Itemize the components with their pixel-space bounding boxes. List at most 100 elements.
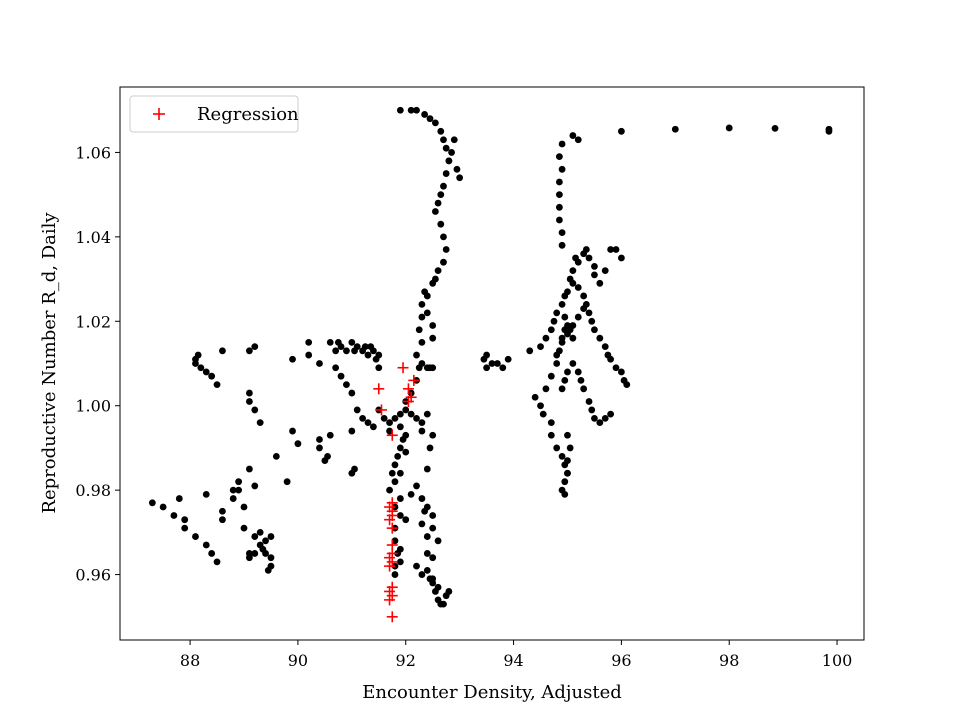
regression-point [386, 429, 398, 441]
y-tick-label: 0.98 [75, 481, 111, 500]
data-point [596, 419, 604, 426]
x-axis-label: Encounter Density, Adjusted [362, 682, 622, 703]
data-point [429, 575, 437, 583]
data-point [202, 368, 210, 376]
data-point [569, 267, 577, 275]
data-point [245, 554, 253, 562]
data-point [396, 469, 404, 477]
data-point [418, 427, 426, 435]
data-point [577, 376, 585, 384]
regression-point [402, 383, 414, 395]
data-point [437, 220, 445, 228]
data-point [445, 588, 453, 595]
data-point [305, 351, 313, 359]
data-point [219, 516, 226, 524]
data-point [617, 127, 625, 135]
data-point [561, 478, 569, 486]
data-point [413, 106, 420, 114]
legend-marker-regression [153, 108, 165, 120]
data-point [580, 385, 588, 393]
data-point [251, 343, 259, 351]
data-point [175, 495, 183, 502]
data-point [423, 465, 431, 473]
data-point [264, 566, 272, 574]
data-point [429, 364, 437, 372]
data-point [369, 347, 377, 355]
data-point [547, 326, 555, 334]
data-point [601, 267, 609, 275]
data-point [542, 334, 550, 342]
data-point [386, 427, 393, 435]
data-point [423, 292, 431, 300]
data-point [585, 398, 593, 405]
data-point [305, 338, 313, 346]
data-point [539, 410, 547, 418]
regression-point [408, 374, 420, 386]
data-point [555, 203, 563, 211]
regression-point [375, 404, 387, 416]
data-point [771, 124, 779, 132]
data-point [337, 343, 345, 351]
plot-frame [119, 86, 865, 641]
data-point [245, 398, 253, 405]
data-point [558, 241, 566, 249]
data-point [569, 322, 577, 329]
data-point [391, 461, 399, 469]
data-point [418, 301, 426, 308]
data-point [558, 229, 566, 237]
data-point [159, 503, 167, 511]
data-point [192, 533, 199, 540]
data-point [537, 402, 544, 410]
data-point [553, 351, 561, 359]
data-point [208, 550, 216, 557]
data-point [431, 119, 439, 127]
data-point [332, 347, 340, 355]
data-point [596, 279, 604, 287]
data-point [825, 125, 833, 133]
data-point [407, 106, 415, 114]
data-point [431, 208, 439, 215]
data-point [364, 351, 372, 359]
data-point [585, 309, 593, 317]
data-point [483, 364, 491, 372]
data-point [442, 144, 450, 152]
data-point [396, 495, 404, 502]
y-axis-label: Reproductive Number R_d, Daily [39, 212, 60, 514]
data-point [353, 406, 361, 414]
data-point [437, 191, 445, 199]
data-point [612, 246, 620, 253]
data-point [337, 372, 345, 380]
data-point [148, 499, 156, 507]
data-point [197, 364, 205, 372]
data-point [601, 414, 609, 422]
data-point [558, 165, 566, 173]
data-point [213, 381, 221, 389]
data-point [574, 313, 582, 321]
data-point [580, 292, 588, 300]
data-point [558, 140, 566, 148]
data-point [440, 182, 447, 190]
data-point [585, 254, 593, 262]
data-point [561, 313, 569, 321]
data-point [289, 427, 296, 435]
data-point [375, 351, 383, 359]
data-point [391, 414, 399, 422]
data-point [213, 558, 221, 566]
data-point [564, 469, 571, 477]
data-point [561, 376, 569, 384]
data-point [607, 246, 615, 253]
regression-point [386, 522, 398, 534]
data-point [396, 410, 404, 418]
data-point [558, 452, 566, 460]
data-point [572, 254, 579, 262]
data-point [391, 478, 399, 486]
legend-box [129, 95, 299, 133]
data-point [418, 313, 426, 321]
x-tick-label: 90 [288, 651, 308, 670]
data-point [564, 368, 571, 376]
data-point [192, 360, 199, 367]
data-point [483, 351, 491, 359]
data-point [343, 347, 350, 355]
x-tick-label: 100 [822, 651, 853, 670]
